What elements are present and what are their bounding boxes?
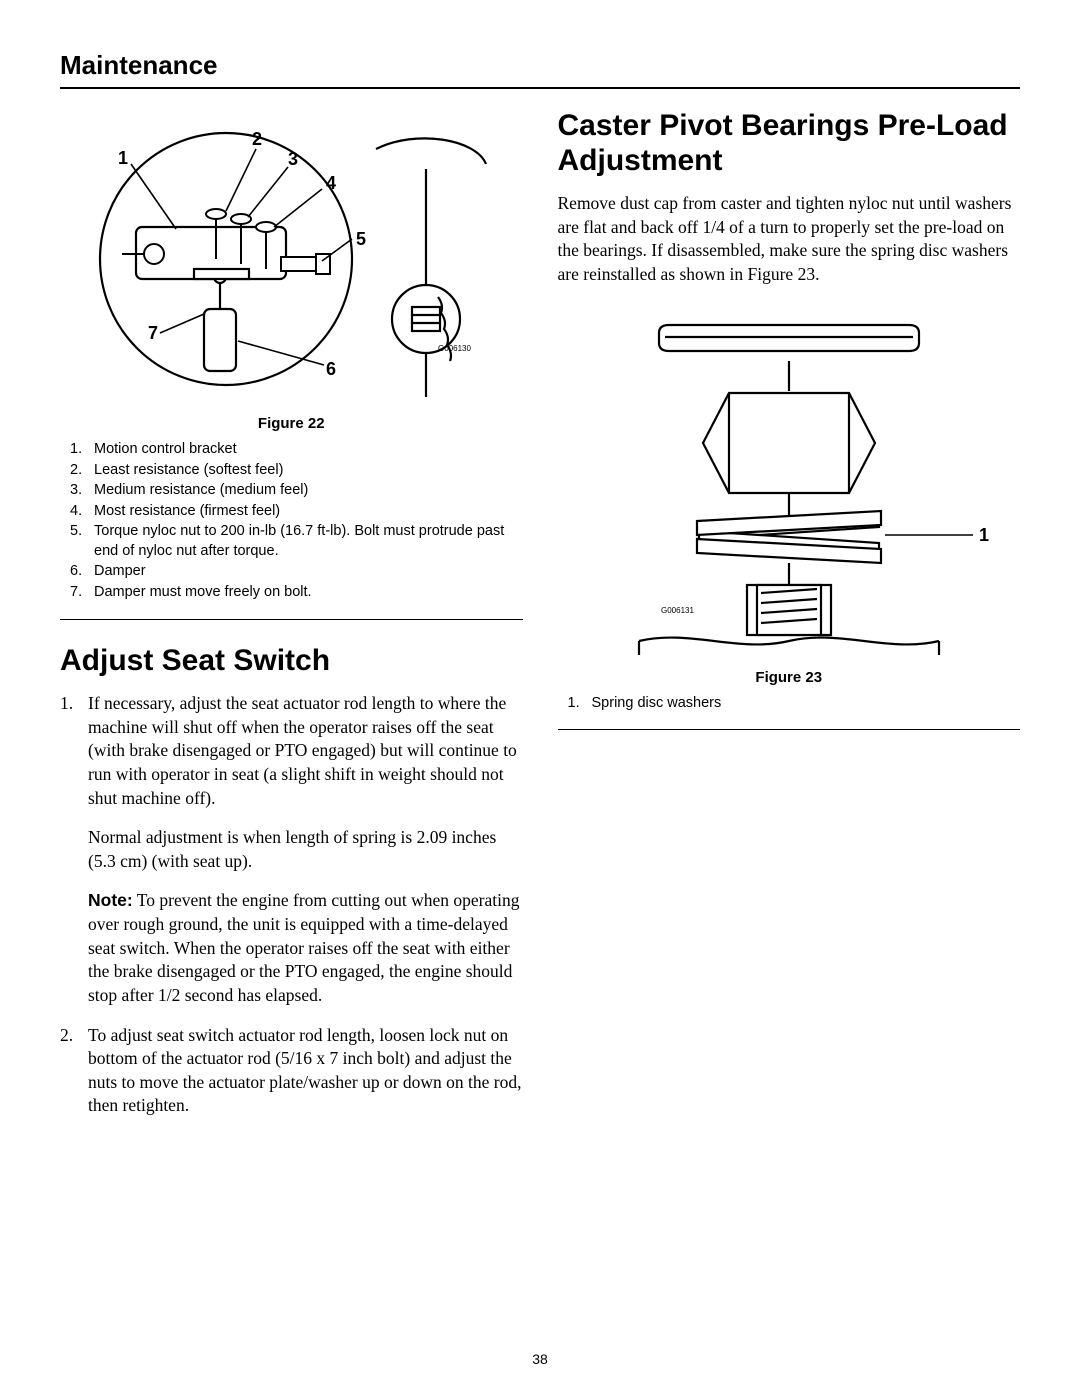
figure-22-container: 1 2 3 4 5 6 7 G006130 Figure 22 — [60, 109, 523, 432]
step-2: To adjust seat switch actuator rod lengt… — [60, 1024, 523, 1119]
callout-5: 5 — [356, 229, 366, 249]
callout-3: 3 — [288, 149, 298, 169]
figure-22-diagram: 1 2 3 4 5 6 7 G006130 — [76, 109, 506, 409]
figure-22-caption: Figure 22 — [258, 415, 325, 432]
legend-item: Least resistance (softest feel) — [94, 461, 523, 481]
note-text: To prevent the engine from cutting out w… — [88, 890, 519, 1005]
step-1-note: Note: To prevent the engine from cutting… — [88, 889, 523, 1007]
figure-23-caption: Figure 23 — [755, 669, 822, 686]
figure-23-diagram: 1 G006131 — [569, 303, 1009, 663]
callout-2: 2 — [252, 129, 262, 149]
adjust-seat-switch-heading: Adjust Seat Switch — [60, 644, 523, 679]
section-divider — [558, 729, 1021, 730]
left-column: 1 2 3 4 5 6 7 G006130 Figure 22 1.Motion… — [60, 109, 523, 1134]
section-divider — [60, 619, 523, 620]
legend-item: Most resistance (firmest feel) — [94, 502, 523, 522]
callout-4: 4 — [326, 173, 336, 193]
legend-item: Damper — [94, 562, 523, 582]
callout-7: 7 — [148, 323, 158, 343]
callout-6: 6 — [326, 359, 336, 379]
figure-23-partcode: G006131 — [661, 606, 694, 615]
legend-item: Damper must move freely on bolt. — [94, 583, 523, 603]
page-title: Maintenance — [60, 50, 1020, 89]
legend-item: Motion control bracket — [94, 440, 523, 460]
figure-23-legend: 1.Spring disc washers — [558, 694, 1021, 714]
legend-item: Spring disc washers — [592, 694, 1021, 714]
two-column-layout: 1 2 3 4 5 6 7 G006130 Figure 22 1.Motion… — [60, 109, 1020, 1134]
step-1-p2: Normal adjustment is when length of spri… — [88, 826, 523, 873]
caster-pivot-body: Remove dust cap from caster and tighten … — [558, 192, 1021, 287]
figure-22-legend: 1.Motion control bracket 2.Least resista… — [60, 440, 523, 603]
note-label: Note: — [88, 890, 133, 910]
adjust-seat-switch-steps: If necessary, adjust the seat actuator r… — [60, 692, 523, 1118]
page-number: 38 — [0, 1351, 1080, 1367]
right-column: Caster Pivot Bearings Pre-Load Adjustmen… — [558, 109, 1021, 1134]
legend-item: Medium resistance (medium feel) — [94, 481, 523, 501]
figure-22-partcode: G006130 — [438, 344, 471, 353]
callout-1: 1 — [979, 525, 989, 545]
figure-23-container: 1 G006131 Figure 23 — [558, 303, 1021, 686]
step-1-p1: If necessary, adjust the seat actuator r… — [88, 692, 523, 810]
callout-1: 1 — [118, 148, 128, 168]
step-1: If necessary, adjust the seat actuator r… — [60, 692, 523, 1008]
caster-pivot-heading: Caster Pivot Bearings Pre-Load Adjustmen… — [558, 109, 1021, 178]
legend-item: Torque nyloc nut to 200 in-lb (16.7 ft-l… — [94, 522, 523, 561]
step-2-p1: To adjust seat switch actuator rod lengt… — [88, 1024, 523, 1119]
